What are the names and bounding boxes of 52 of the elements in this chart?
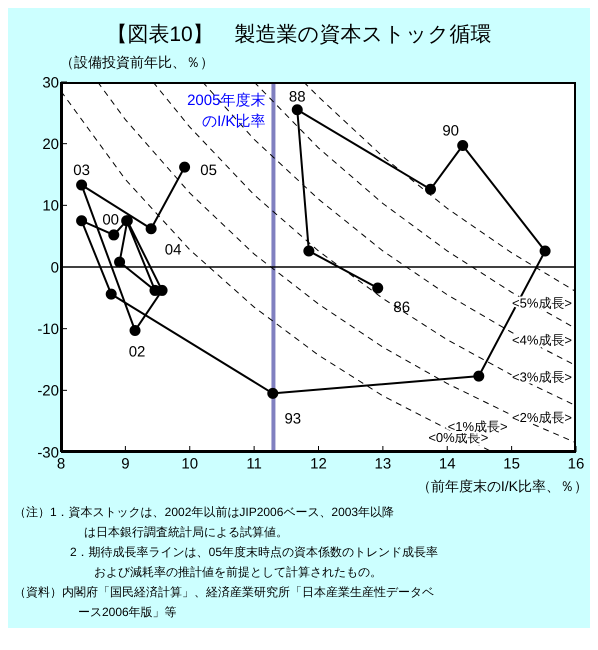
annotation: 05 xyxy=(200,162,217,180)
x-tick-label: 15 xyxy=(503,456,520,473)
annotation: 88 xyxy=(288,88,306,106)
point xyxy=(540,245,551,256)
y-tick-label: 30 xyxy=(42,74,59,92)
x-tick-label: 9 xyxy=(121,456,130,473)
x-tick-label: 16 xyxy=(568,456,584,473)
text: 2．期待成長率ラインは、05年度末時点の資本係数のトレンド成長率および減耗率の推計値を前提として計算されたもの。 xyxy=(69,544,440,581)
point xyxy=(130,325,141,336)
point xyxy=(473,370,484,382)
series-label: <1%成長> xyxy=(448,419,508,434)
annotation: 04 xyxy=(164,242,182,259)
x-tick-label: 14 xyxy=(438,456,456,473)
series-label: <3%成長> xyxy=(512,370,572,385)
y-axis-title: （設備投資前年比、％） xyxy=(59,54,215,72)
point xyxy=(106,288,117,300)
y-tick-label: 0 xyxy=(50,259,59,276)
point xyxy=(179,162,190,173)
point xyxy=(114,256,126,268)
annotation: 93 xyxy=(284,410,302,428)
x-tick-label: 11 xyxy=(246,456,262,473)
y-tick-label: -20 xyxy=(37,382,59,400)
point xyxy=(292,104,303,116)
annotation: 02 xyxy=(128,343,146,360)
series-label: <2%成長> xyxy=(512,410,572,425)
text: （資料）内閣府「国民経済計算」、経済産業研究所「日本産業生産性データベース2006年版」等 xyxy=(14,584,435,621)
annotation: 03 xyxy=(73,162,90,179)
y-tick-label: -30 xyxy=(37,444,59,462)
point xyxy=(108,229,120,240)
point xyxy=(303,245,314,256)
point xyxy=(146,223,157,234)
annotation: 90 xyxy=(442,122,460,140)
annotation: 00 xyxy=(102,212,120,229)
y-tick-label: 10 xyxy=(42,198,59,215)
text: （注）1．資本ストックは、2002年以前はJIP2006ベース、2003年以降は日本銀行調査統計局による試算値。 xyxy=(14,504,396,541)
point xyxy=(267,388,278,399)
point xyxy=(457,140,468,152)
point xyxy=(76,179,88,190)
x-tick-label: 12 xyxy=(310,456,327,473)
annotation: 86 xyxy=(393,298,410,316)
ref-line-label: 2005年度末のI/K比率 xyxy=(186,91,266,132)
point xyxy=(76,215,88,226)
x-tick-label: 8 xyxy=(56,456,66,473)
series-label: <4%成長> xyxy=(512,332,572,348)
y-tick-label: -10 xyxy=(37,320,59,338)
x-tick-label: 10 xyxy=(181,456,198,473)
x-tick-label: 13 xyxy=(374,456,392,473)
point xyxy=(425,184,436,195)
y-tick-label: 20 xyxy=(42,136,59,153)
point xyxy=(372,282,384,294)
chart-title: 【図表10】 製造業の資本ストック循環 xyxy=(105,22,493,48)
x-axis-title: （前年度末のI/K比率、％） xyxy=(416,478,589,496)
